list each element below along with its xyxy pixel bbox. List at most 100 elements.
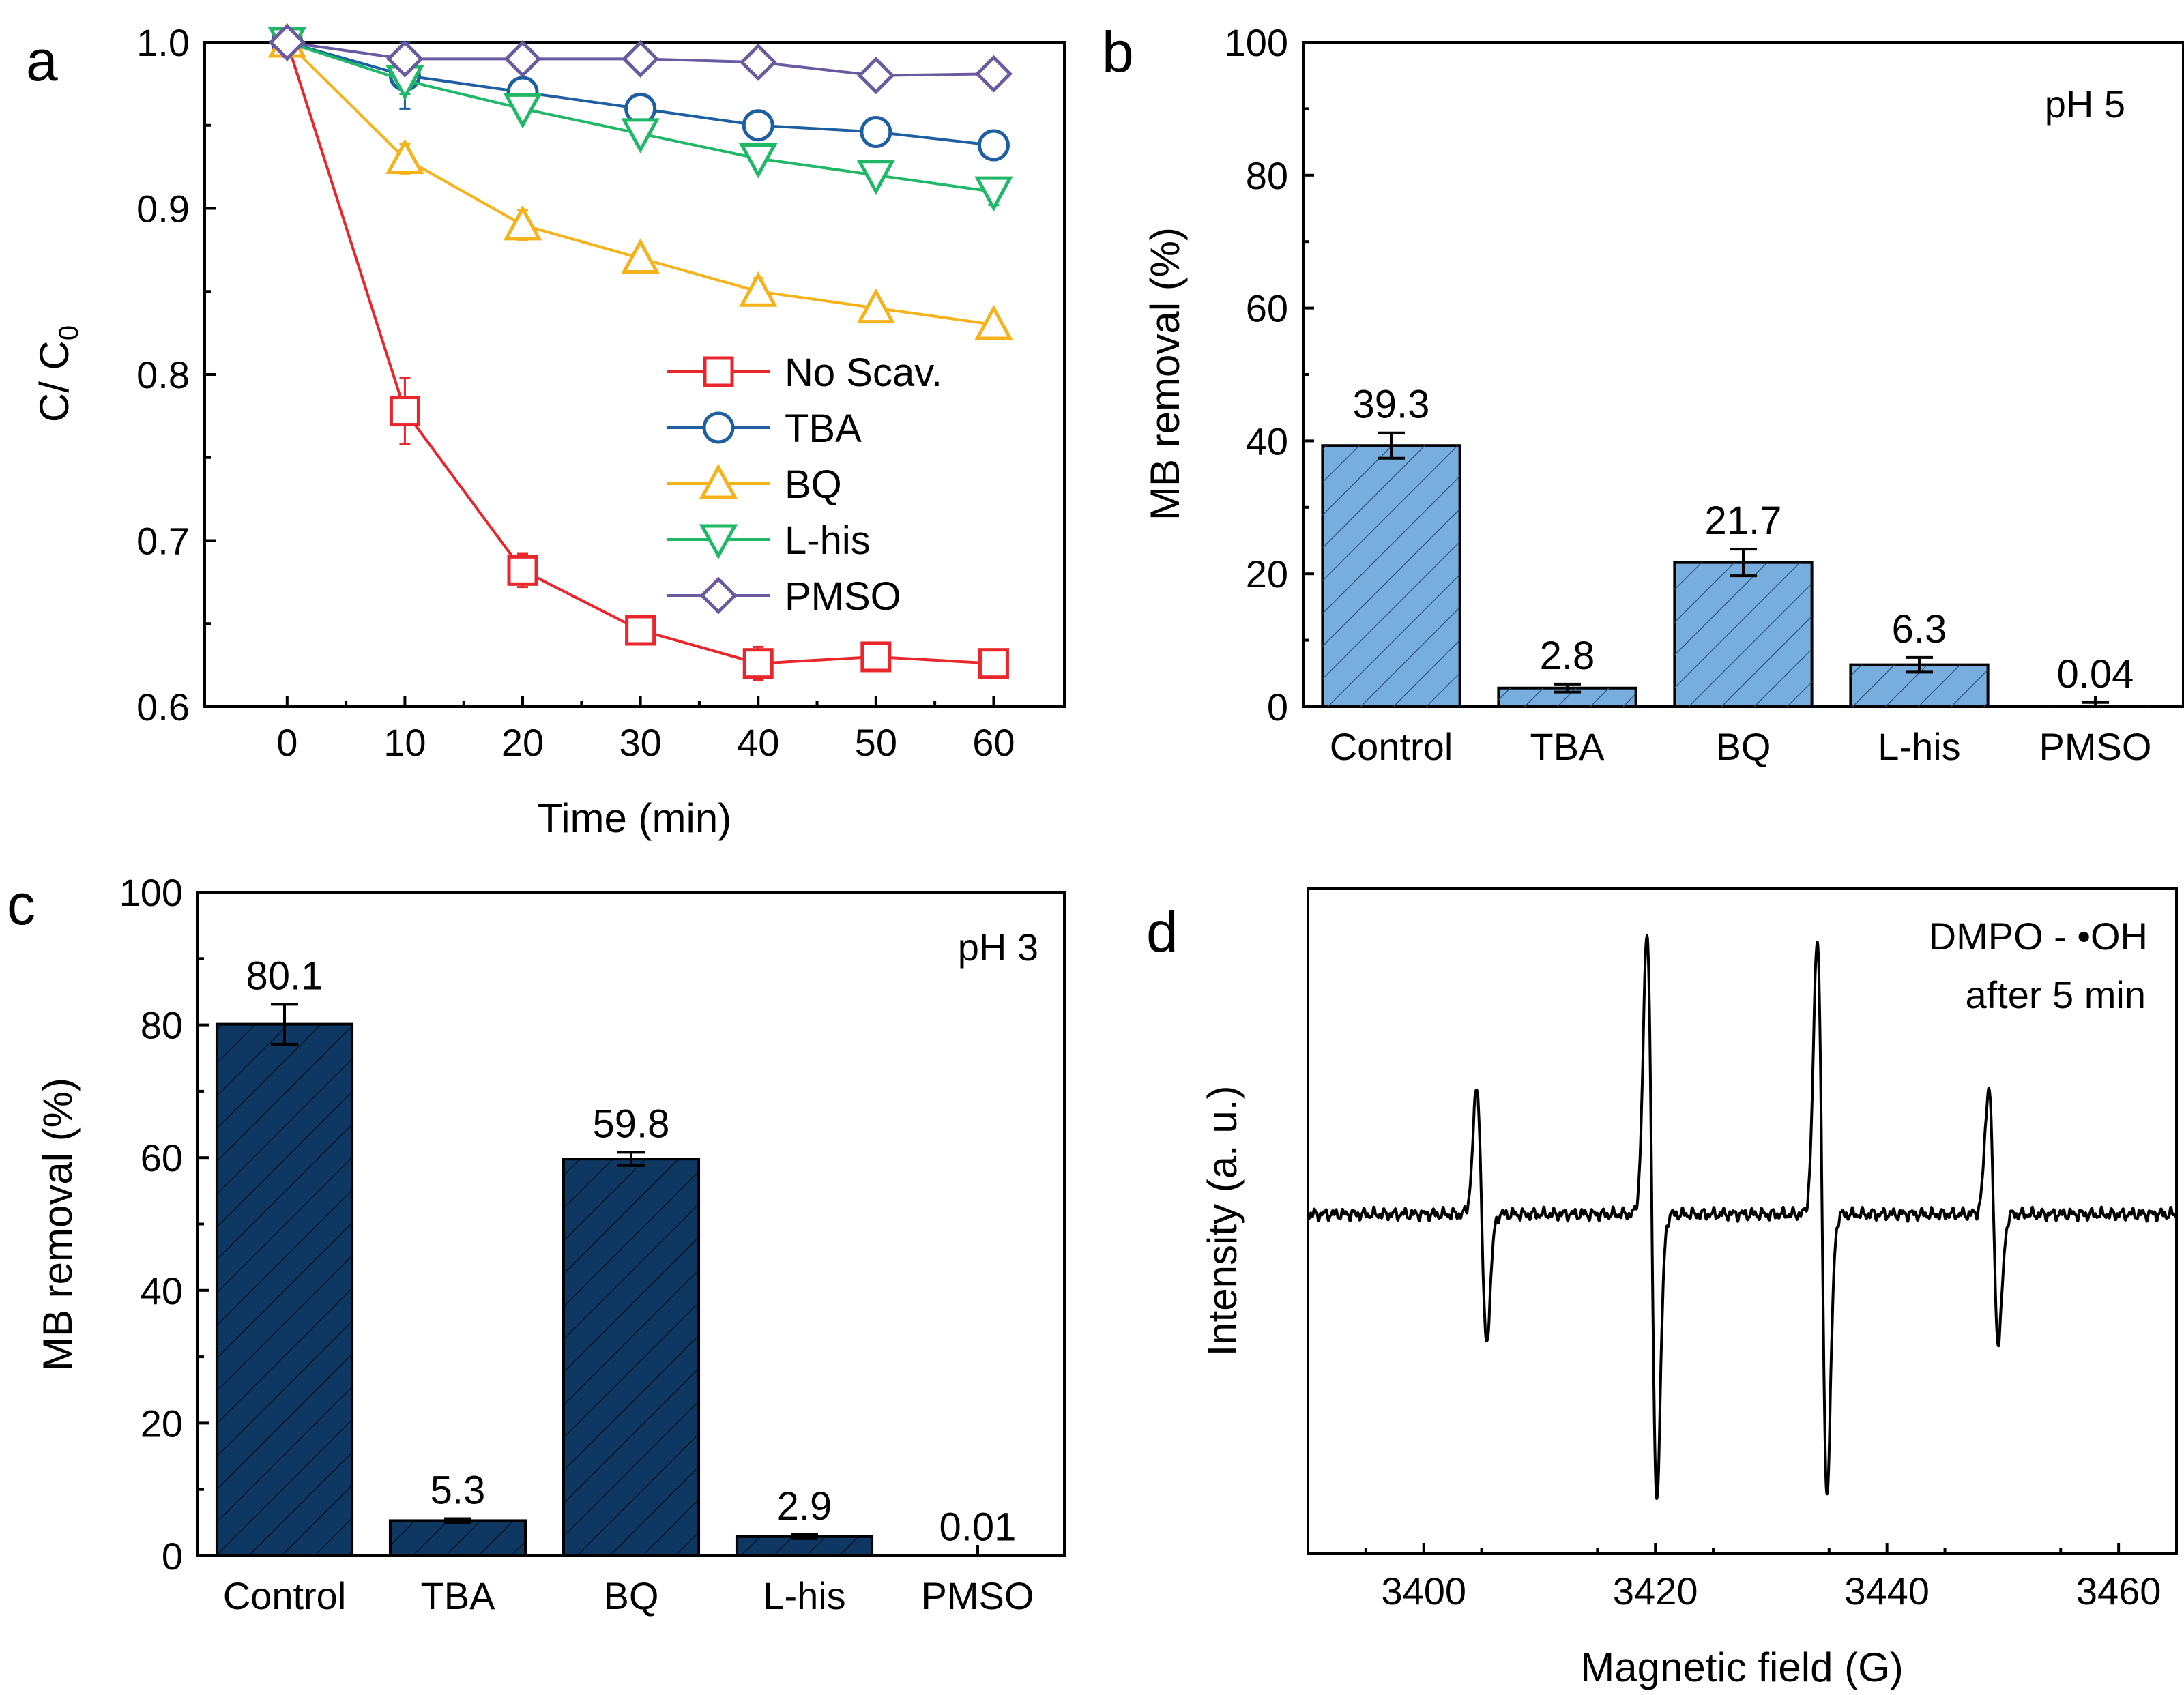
legend-marker-tba <box>702 411 735 444</box>
panel-c-y-tick-label: 20 <box>141 1402 183 1445</box>
panel-b-y-tick-label: 80 <box>1246 154 1288 197</box>
legend-label-no_scav: No Scav. <box>785 351 942 395</box>
panel-letter-d: d <box>1146 900 1178 964</box>
panel-d-x-tick-label: 3400 <box>1381 1569 1466 1612</box>
data-point-bq <box>739 271 778 307</box>
data-point-no_scav <box>860 641 892 673</box>
data-point-l_his <box>739 143 778 179</box>
panel-c-y-axis-title: MB removal (%) <box>35 1078 81 1371</box>
panel-b-bar-hatch-bq <box>1674 562 1812 707</box>
series-no_scav <box>272 27 1009 681</box>
panel-b-x-tick-label-control: Control <box>1330 725 1453 768</box>
data-point-bq <box>621 238 660 274</box>
panel-a-series <box>267 22 1013 681</box>
panel-b-y-tick-label: 40 <box>1246 419 1288 462</box>
panel-d-epr-spectrum: 3400 3420 3440 3460 Magnetic field (G) Inte… <box>1199 887 2178 1690</box>
panel-d-spectrum-line <box>1307 934 2178 1500</box>
legend-label-tba: TBA <box>785 407 862 451</box>
data-point-pmso <box>622 40 660 78</box>
panel-d-x-tick-label: 3440 <box>1844 1569 1930 1612</box>
panel-c-bar-hatch-tba <box>390 1520 526 1556</box>
panel-c-bar-group-tba: 5.3 <box>388 1469 527 1557</box>
panel-c-x-tick-label-bq: BQ <box>604 1574 659 1617</box>
data-point-no_scav <box>507 555 538 586</box>
data-point-tba <box>860 115 892 148</box>
panel-b-axes: 0 20 40 60 80 100 Control TBA BQ L-his PMSO <box>1225 21 2152 768</box>
data-point-bq <box>856 288 896 324</box>
panel-b-bar-group-bq: 21.7 <box>1673 499 1814 709</box>
legend-label-bq: BQ <box>785 462 842 507</box>
data-point-l_his <box>856 160 896 196</box>
panel-b-bar-chart: 0 20 40 60 80 100 Control TBA BQ L-his PMSO 39.3 2.… <box>1142 21 2184 768</box>
data-point-pmso <box>504 40 542 78</box>
panel-a-x-axis-title: Time (min) <box>538 795 731 841</box>
legend-label-l_his: L-his <box>785 518 871 563</box>
data-point-bq <box>503 205 542 241</box>
panel-a-x-tick-label: 0 <box>276 721 297 764</box>
panel-c-bar-group-l-his: 2.9 <box>735 1484 874 1557</box>
panel-b-bar-group-l-his: 6.3 <box>1849 607 1990 708</box>
panel-a-x-tick-label: 40 <box>737 721 779 764</box>
panel-c-x-tick-label-l-his: L-his <box>763 1574 845 1617</box>
panel-a-x-tick-label: 10 <box>383 721 426 764</box>
data-point-no_scav <box>625 615 656 646</box>
legend-marker-bq <box>699 463 738 499</box>
panel-d-annotation-line1: DMPO - •OH <box>1929 915 2148 958</box>
data-point-pmso <box>739 43 777 81</box>
panel-a-y-tick-label: 1.0 <box>136 21 190 64</box>
panel-b-y-axis-title: MB removal (%) <box>1142 227 1188 520</box>
data-point-bq <box>974 304 1013 340</box>
panel-c-bars: 80.1 5.3 59.8 2.9 0.01 <box>215 954 1047 1557</box>
panel-b-data-label-pmso: 0.04 <box>2057 652 2134 696</box>
panel-c-data-label-control: 80.1 <box>246 954 323 998</box>
panel-c-data-label-bq: 59.8 <box>593 1102 670 1146</box>
panel-a-legend: No Scav. TBA BQ L-his PMSO <box>667 351 942 619</box>
panel-letter-b: b <box>1102 20 1134 84</box>
panel-c-y-tick-label: 0 <box>162 1535 183 1578</box>
panel-c-data-label-l-his: 2.9 <box>777 1484 832 1529</box>
panel-b-x-tick-label-bq: BQ <box>1716 725 1771 768</box>
data-point-no_scav <box>978 648 1009 679</box>
panel-d-y-axis-title: Intensity (a. u.) <box>1199 1086 1245 1357</box>
panel-b-bar-group-control: 39.3 <box>1321 383 1461 709</box>
panel-b-x-tick-label-l-his: L-his <box>1878 725 1960 768</box>
data-point-pmso <box>385 40 424 78</box>
series-bq <box>267 22 1013 340</box>
panel-c-x-tick-label-control: Control <box>223 1574 347 1617</box>
data-point-pmso <box>974 55 1013 93</box>
panel-c-x-tick-label-tba: TBA <box>421 1574 496 1617</box>
panel-c-bar-group-control: 80.1 <box>215 954 354 1557</box>
panel-b-y-tick-label: 60 <box>1246 287 1288 330</box>
panel-b-bar-group-tba: 2.8 <box>1497 634 1637 709</box>
panel-b-bar-group-pmso: 0.04 <box>2025 652 2166 708</box>
panel-letter-c: c <box>7 872 35 937</box>
panel-a-y-tick-label: 0.9 <box>136 188 190 231</box>
panel-d-axes: 3400 3420 3440 3460 <box>1364 1543 2161 1612</box>
panel-a-x-tick-label: 60 <box>972 721 1015 764</box>
panel-c-bar-hatch-control <box>216 1024 353 1556</box>
panel-a-y-tick-label: 0.8 <box>136 353 190 396</box>
data-point-pmso <box>268 23 306 61</box>
panel-c-data-label-tba: 5.3 <box>431 1469 486 1513</box>
panel-c-axes: 0 20 40 60 80 100 Control TBA BQ L-his PMSO <box>119 871 1034 1617</box>
panel-d-x-tick-label: 3420 <box>1613 1569 1698 1612</box>
panel-c-x-tick-label-pmso: PMSO <box>922 1574 1034 1617</box>
panel-a-x-tick-label: 20 <box>501 721 544 764</box>
panel-a-axes: 0 10 20 30 40 50 60 0.6 0.7 0.8 0.9 1.0 <box>136 21 1015 764</box>
panel-b-x-tick-label-pmso: PMSO <box>2039 725 2152 768</box>
panel-c-ph-annotation: pH 3 <box>958 926 1038 969</box>
panel-a-y-tick-label: 0.7 <box>136 520 190 563</box>
panel-d-plot-frame <box>1307 887 2178 1555</box>
panel-b-data-label-bq: 21.7 <box>1705 499 1782 543</box>
panel-c-y-tick-label: 100 <box>119 871 183 914</box>
panel-b-data-label-tba: 2.8 <box>1540 634 1595 678</box>
panel-a-y-axis-title-main: C/ C <box>31 340 77 422</box>
data-point-bq <box>385 138 424 174</box>
panel-b-bars: 39.3 2.8 21.7 6.3 0.04 <box>1321 383 2166 709</box>
panel-d-x-tick-label: 3460 <box>2076 1569 2161 1612</box>
legend-marker-pmso <box>699 576 738 615</box>
panel-b-y-tick-label: 100 <box>1225 21 1288 64</box>
panel-a-y-tick-label: 0.6 <box>136 686 190 728</box>
panel-b-bar-hatch-control <box>1322 445 1460 707</box>
